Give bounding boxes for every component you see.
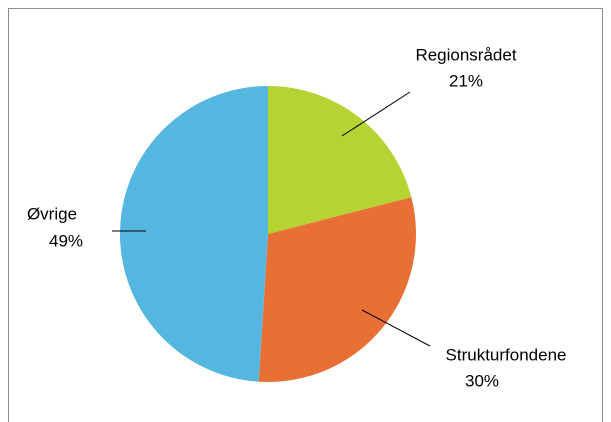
slice-label: Regionsrådet — [415, 45, 516, 64]
chart-frame — [8, 8, 603, 422]
pie-slice — [120, 86, 268, 382]
slice-value-label: 30% — [465, 371, 499, 390]
slice-value-label: 21% — [449, 71, 483, 90]
leader-line — [341, 91, 411, 137]
pie-slice — [258, 197, 416, 382]
slice-label: Øvrige — [27, 204, 77, 223]
leader-line — [361, 309, 431, 347]
slice-value-label: 49% — [49, 231, 83, 250]
pie-slice — [268, 86, 412, 234]
slice-label: Strukturfondene — [446, 345, 567, 364]
